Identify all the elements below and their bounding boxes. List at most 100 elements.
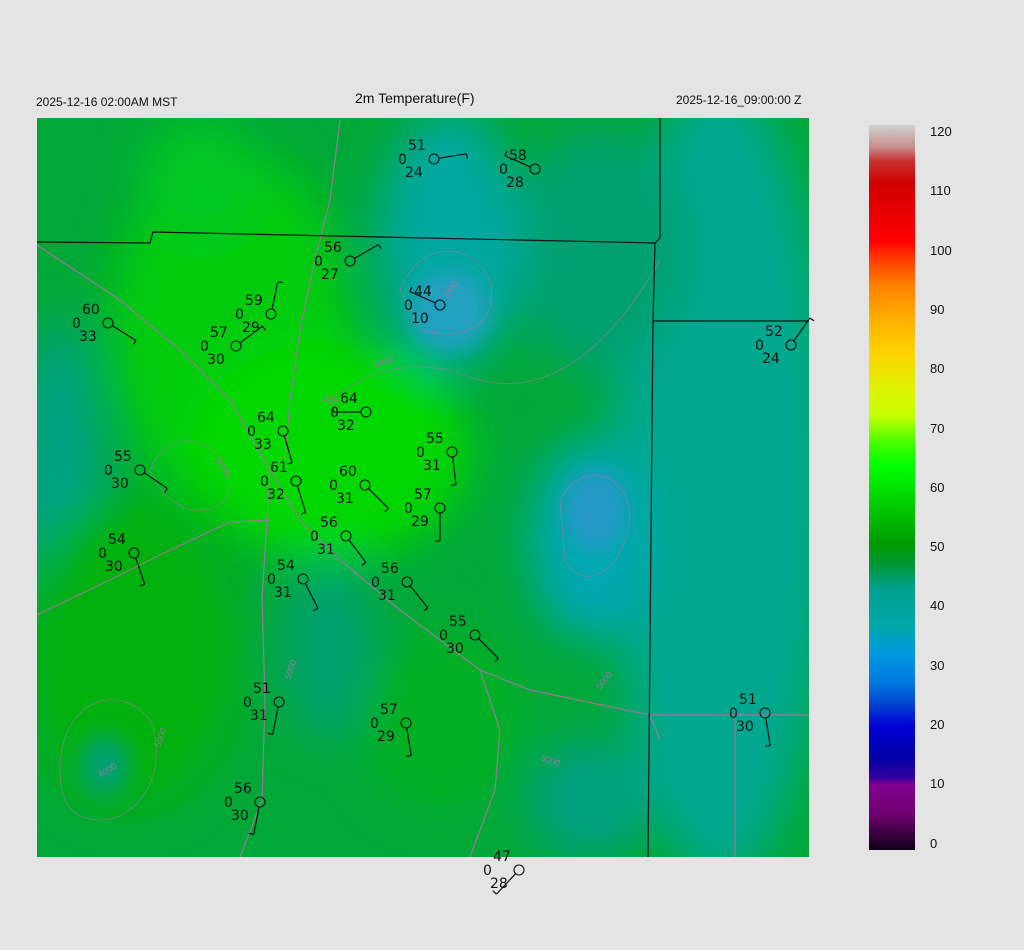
station-circle — [254, 796, 266, 808]
station-circle — [230, 340, 242, 352]
wind-barb — [452, 456, 457, 485]
station-temperature: 56 — [320, 515, 338, 531]
wind-barb-flag — [409, 286, 413, 292]
station-pressure: 0 — [755, 338, 764, 354]
station-circle — [340, 530, 352, 542]
station-pressure: 0 — [224, 795, 233, 811]
station-pressure: 0 — [371, 575, 380, 591]
station-circle — [529, 163, 541, 175]
station-dewpoint: 30 — [736, 719, 754, 735]
station-pressure: 0 — [267, 572, 276, 588]
station-pressure: 0 — [729, 706, 738, 722]
station-temperature: 57 — [210, 325, 228, 341]
station-dewpoint: 31 — [317, 542, 335, 558]
wind-barb — [271, 281, 279, 310]
map-title: 2m Temperature(F) — [355, 90, 475, 106]
station-pressure: 0 — [330, 405, 339, 421]
wind-barb-flag — [267, 732, 273, 735]
station-pressure: 0 — [243, 695, 252, 711]
colorbar-tick-label: 100 — [930, 242, 952, 258]
station-temperature: 55 — [426, 431, 444, 447]
station-pressure: 0 — [329, 478, 338, 494]
station-dewpoint: 33 — [79, 329, 97, 345]
station-pressure: 0 — [247, 424, 256, 440]
colorbar-tick-label: 40 — [930, 598, 945, 614]
wind-barb — [478, 638, 499, 659]
station-dewpoint: 24 — [405, 165, 423, 181]
station-temperature: 44 — [414, 284, 432, 300]
station-circle — [128, 547, 140, 559]
station-dewpoint: 31 — [378, 588, 396, 604]
station-pressure: 0 — [98, 546, 107, 562]
station-temperature: 57 — [380, 702, 398, 718]
station-pressure: 0 — [416, 445, 425, 461]
station-dewpoint: 32 — [267, 487, 285, 503]
station-circle — [297, 573, 309, 585]
wind-barb-flag — [406, 755, 412, 757]
station-dewpoint: 27 — [321, 267, 339, 283]
station-dewpoint: 30 — [105, 559, 123, 575]
station-circle — [428, 153, 440, 165]
wind-barb-flag — [313, 607, 319, 612]
colorbar-tick-label: 50 — [930, 539, 945, 555]
station-circle — [102, 317, 114, 329]
station-pressure: 0 — [370, 716, 379, 732]
wind-barb — [496, 873, 517, 895]
station-dewpoint: 24 — [762, 351, 780, 367]
station-dewpoint: 29 — [411, 514, 429, 530]
wind-barb-flag — [504, 150, 508, 156]
wind-barb — [143, 472, 168, 489]
wind-barb-flag — [809, 317, 815, 322]
wind-barb-flag — [466, 153, 468, 159]
station-dewpoint: 10 — [411, 311, 429, 327]
wind-barb-flag — [492, 890, 497, 895]
wind-barb-flag — [300, 511, 306, 515]
colorbar-tick-label: 120 — [930, 124, 952, 139]
wind-barb — [406, 727, 412, 756]
station-dewpoint: 32 — [337, 418, 355, 434]
colorbar-tick-label: 110 — [930, 183, 951, 199]
wind-barb-flag — [384, 507, 389, 513]
station-pressure: 0 — [235, 307, 244, 323]
station-dewpoint: 28 — [506, 175, 524, 191]
wind-barb-flag — [450, 484, 457, 486]
station-pressure: 0 — [483, 863, 492, 879]
station-pressure: 0 — [439, 628, 448, 644]
station-dewpoint: 30 — [446, 641, 464, 657]
station-circle — [759, 707, 771, 719]
wind-barb-flag — [248, 832, 254, 835]
station-temperature: 64 — [257, 410, 275, 426]
wind-barb — [135, 557, 146, 585]
station-temperature: 55 — [449, 614, 467, 630]
station-temperature: 47 — [493, 849, 511, 865]
station-circle — [134, 464, 146, 476]
station-pressure: 0 — [104, 463, 113, 479]
station-temperature: 60 — [339, 464, 357, 480]
station-pressure: 0 — [404, 298, 413, 314]
station-circle — [785, 339, 797, 351]
station-temperature: 60 — [82, 302, 100, 318]
station-pressure: 0 — [314, 254, 323, 270]
wind-barb-flag — [287, 462, 293, 465]
station-temperature: 52 — [765, 324, 783, 340]
wind-barb — [409, 291, 436, 304]
station-temperature: 55 — [114, 449, 132, 465]
wind-barb-flag — [765, 745, 771, 747]
wind-barb — [793, 317, 811, 342]
wind-barb — [504, 155, 531, 168]
station-dewpoint: 29 — [242, 320, 260, 336]
station-temperature: 59 — [245, 293, 263, 309]
wind-barb — [368, 488, 389, 509]
state-borders — [37, 118, 809, 857]
wind-barb — [239, 325, 263, 344]
